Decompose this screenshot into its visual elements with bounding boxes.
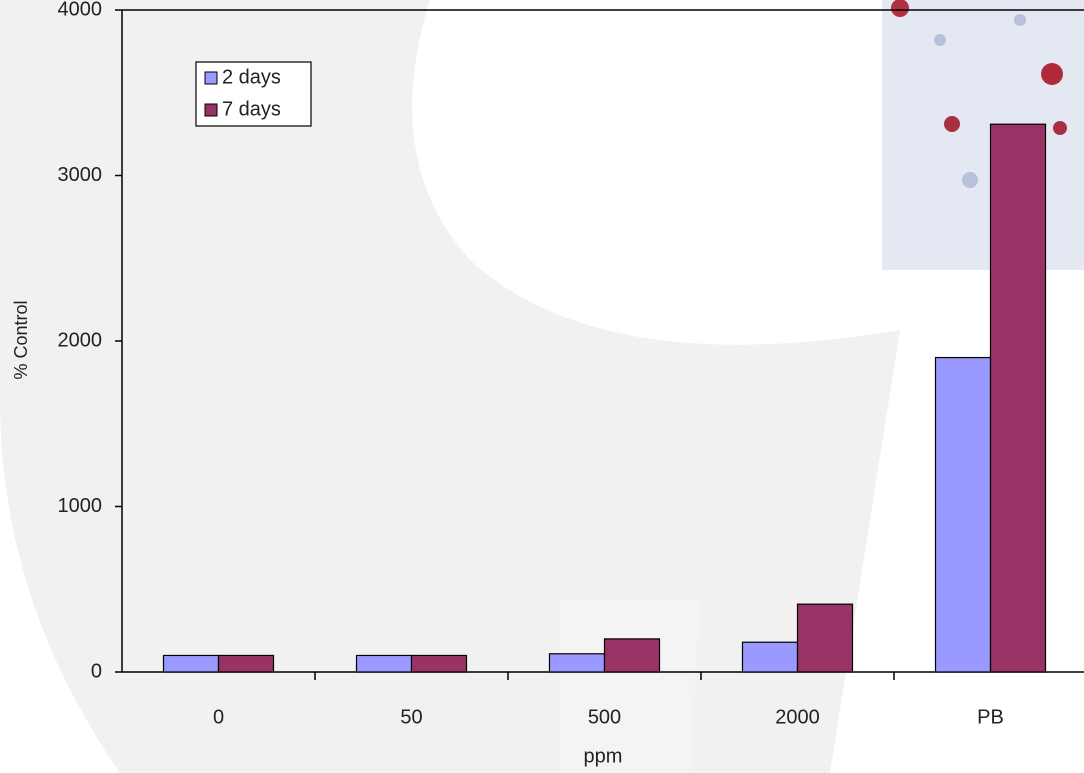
bar [936, 358, 991, 672]
x-tick-label: PB [977, 706, 1004, 728]
legend: 2 days 7 days [196, 62, 311, 126]
chart: % Control ppm 2 days 7 days 0 1000 2000 3000… [0, 0, 1084, 773]
bar [991, 124, 1046, 672]
legend-swatch [205, 104, 217, 116]
x-tick-label: 500 [588, 706, 621, 728]
bar [164, 655, 219, 672]
background-watermark [0, 0, 1084, 773]
x-axis-title: ppm [584, 745, 623, 767]
bar [605, 639, 660, 672]
legend-swatch [205, 72, 217, 84]
bar [357, 655, 412, 672]
bar [743, 642, 798, 672]
bar [550, 654, 605, 672]
y-tick-label: 0 [91, 660, 102, 682]
x-tick-label: 0 [213, 706, 224, 728]
x-tick-label: 50 [400, 706, 422, 728]
y-axis-title: % Control [11, 300, 31, 379]
y-tick-label: 3000 [58, 164, 103, 186]
legend-label: 2 days [222, 66, 281, 88]
x-tick-label: 2000 [775, 706, 820, 728]
y-tick-label: 4000 [58, 0, 103, 20]
y-tick-label: 2000 [58, 329, 103, 351]
bar [798, 604, 853, 672]
bar [219, 655, 274, 672]
y-tick-label: 1000 [58, 495, 103, 517]
bar [412, 655, 467, 672]
legend-label: 7 days [222, 98, 281, 120]
page: {"chart_data": {"type": "bar", "categori… [0, 0, 1084, 773]
